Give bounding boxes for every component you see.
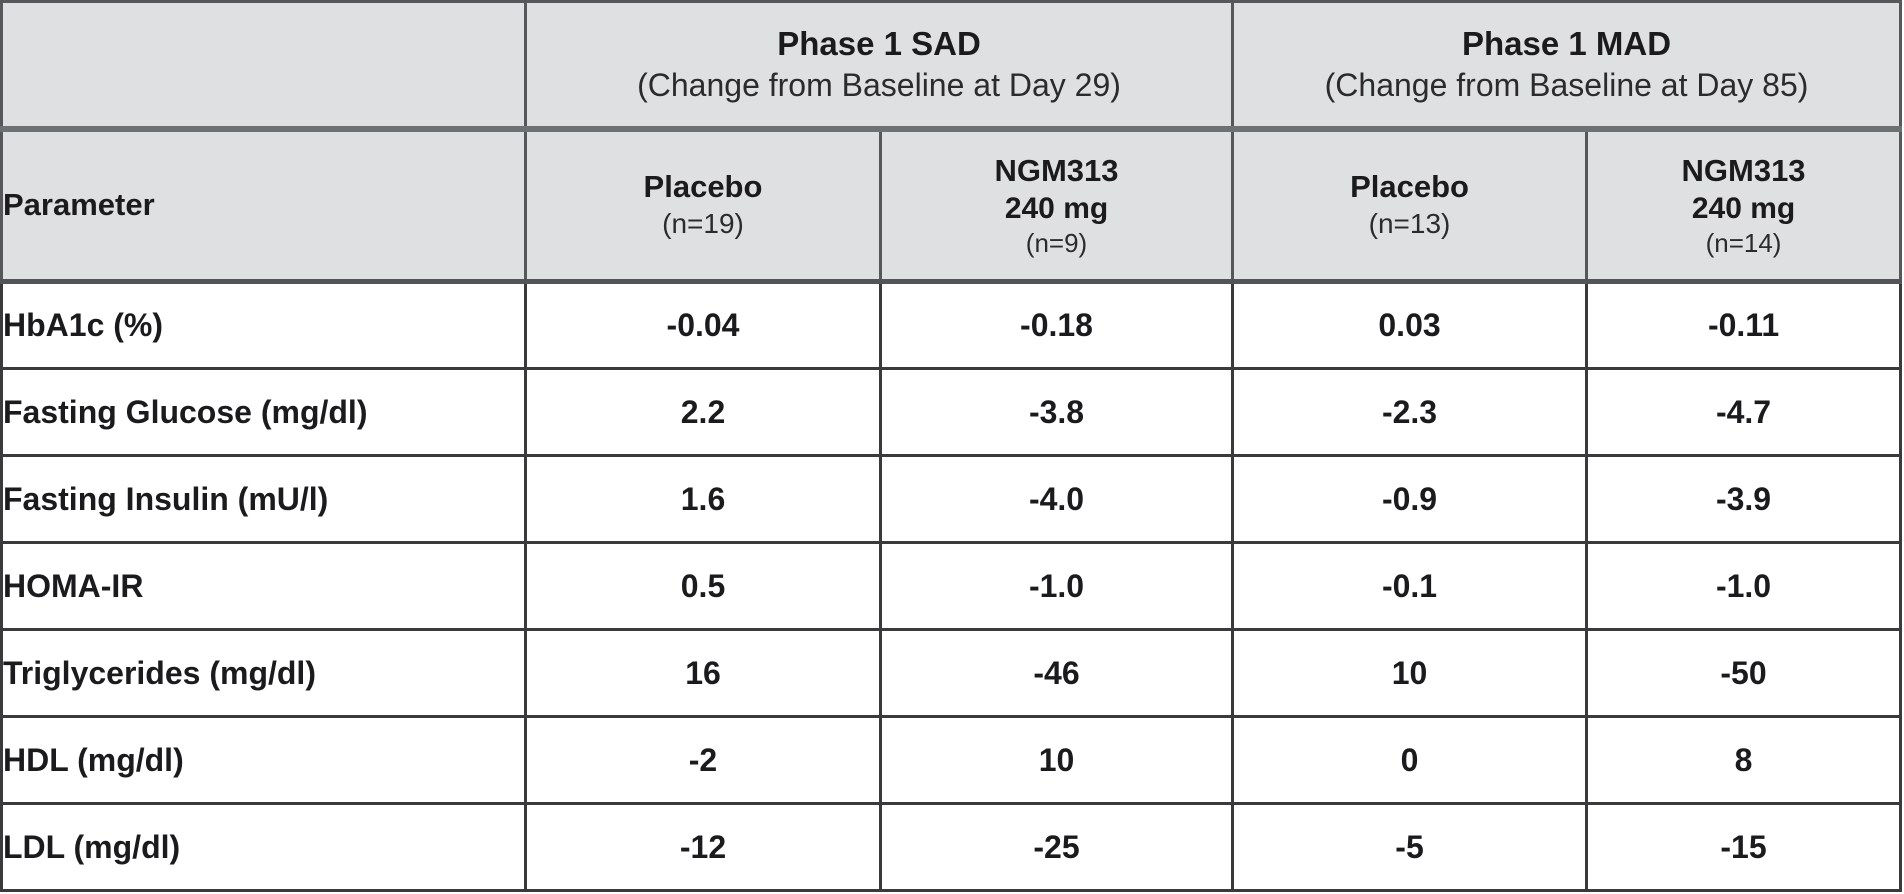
group-subtitle-mad: (Change from Baseline at Day 85) bbox=[1324, 67, 1809, 104]
value-cell: -4.0 bbox=[878, 454, 1235, 544]
value-cell: 1.6 bbox=[524, 454, 882, 544]
value-cell: 10 bbox=[878, 715, 1235, 805]
value-cell: -5 bbox=[1231, 802, 1589, 892]
value-cell: -15 bbox=[1585, 802, 1903, 892]
parameter-label: HDL (mg/dl) bbox=[0, 715, 527, 805]
column-header-mad-placebo: Placebo (n=13) bbox=[1231, 127, 1589, 284]
parameter-label: HbA1c (%) bbox=[0, 280, 527, 370]
value-cell: 2.2 bbox=[524, 367, 882, 457]
table-row-hdl: HDL (mg/dl) -2 10 0 8 bbox=[0, 715, 1903, 805]
group-title-mad: Phase 1 MAD bbox=[1461, 25, 1672, 63]
value-cell: -0.9 bbox=[1231, 454, 1589, 544]
value-cell: -2.3 bbox=[1231, 367, 1589, 457]
table-row-fasting-glucose: Fasting Glucose (mg/dl) 2.2 -3.8 -2.3 -4… bbox=[0, 367, 1903, 457]
column-dose: 240 mg bbox=[1004, 191, 1109, 225]
column-dose: 240 mg bbox=[1691, 191, 1796, 225]
column-n: (n=9) bbox=[1025, 227, 1088, 258]
value-cell: 0.5 bbox=[524, 541, 882, 631]
value-cell: -1.0 bbox=[878, 541, 1235, 631]
column-n: (n=13) bbox=[1368, 208, 1451, 240]
table-row-homa-ir: HOMA-IR 0.5 -1.0 -0.1 -1.0 bbox=[0, 541, 1903, 631]
value-cell: 8 bbox=[1585, 715, 1903, 805]
column-n: (n=14) bbox=[1705, 227, 1782, 258]
value-cell: 0 bbox=[1231, 715, 1589, 805]
column-header-mad-ngm313: NGM313 240 mg (n=14) bbox=[1585, 127, 1903, 284]
table-row-ldl: LDL (mg/dl) -12 -25 -5 -15 bbox=[0, 802, 1903, 892]
value-cell: -50 bbox=[1585, 628, 1903, 718]
value-cell: -0.04 bbox=[524, 280, 882, 370]
value-cell: 16 bbox=[524, 628, 882, 718]
column-name: NGM313 bbox=[994, 152, 1119, 188]
table-row-triglycerides: Triglycerides (mg/dl) 16 -46 10 -50 bbox=[0, 628, 1903, 718]
value-cell: -3.9 bbox=[1585, 454, 1903, 544]
value-cell: -0.1 bbox=[1231, 541, 1589, 631]
parameter-label: Fasting Glucose (mg/dl) bbox=[0, 367, 527, 457]
value-cell: 0.03 bbox=[1231, 280, 1589, 370]
value-cell: -25 bbox=[878, 802, 1235, 892]
value-cell: -3.8 bbox=[878, 367, 1235, 457]
parameter-header-cell: Parameter bbox=[0, 127, 527, 284]
value-cell: -2 bbox=[524, 715, 882, 805]
column-name: Placebo bbox=[1350, 169, 1469, 205]
column-name: NGM313 bbox=[1681, 152, 1806, 188]
table-row-hba1c: HbA1c (%) -0.04 -0.18 0.03 -0.11 bbox=[0, 280, 1903, 370]
value-cell: -46 bbox=[878, 628, 1235, 718]
column-n: (n=19) bbox=[662, 208, 744, 240]
value-cell: -1.0 bbox=[1585, 541, 1903, 631]
column-header-row: Parameter Placebo (n=19) NGM313 240 mg (… bbox=[0, 127, 1903, 284]
parameter-label: Triglycerides (mg/dl) bbox=[0, 628, 527, 718]
column-header-sad-placebo: Placebo (n=19) bbox=[524, 127, 882, 284]
value-cell: 10 bbox=[1231, 628, 1589, 718]
value-cell: -0.11 bbox=[1585, 280, 1903, 370]
value-cell: -12 bbox=[524, 802, 882, 892]
column-header-sad-ngm313: NGM313 240 mg (n=9) bbox=[878, 127, 1235, 284]
group-header-phase1-mad: Phase 1 MAD (Change from Baseline at Day… bbox=[1231, 0, 1903, 132]
value-cell: -4.7 bbox=[1585, 367, 1903, 457]
column-name: Placebo bbox=[643, 169, 763, 205]
parameter-label: Fasting Insulin (mU/l) bbox=[0, 454, 527, 544]
parameter-label: HOMA-IR bbox=[0, 541, 527, 631]
parameter-label: LDL (mg/dl) bbox=[0, 802, 527, 892]
group-header-row: Phase 1 SAD (Change from Baseline at Day… bbox=[0, 0, 1903, 132]
table-row-fasting-insulin: Fasting Insulin (mU/l) 1.6 -4.0 -0.9 -3.… bbox=[0, 454, 1903, 544]
corner-cell bbox=[0, 0, 527, 132]
group-header-phase1-sad: Phase 1 SAD (Change from Baseline at Day… bbox=[523, 0, 1235, 132]
group-title-sad: Phase 1 SAD bbox=[777, 25, 981, 63]
group-subtitle-sad: (Change from Baseline at Day 29) bbox=[637, 67, 1121, 104]
value-cell: -0.18 bbox=[878, 280, 1235, 370]
